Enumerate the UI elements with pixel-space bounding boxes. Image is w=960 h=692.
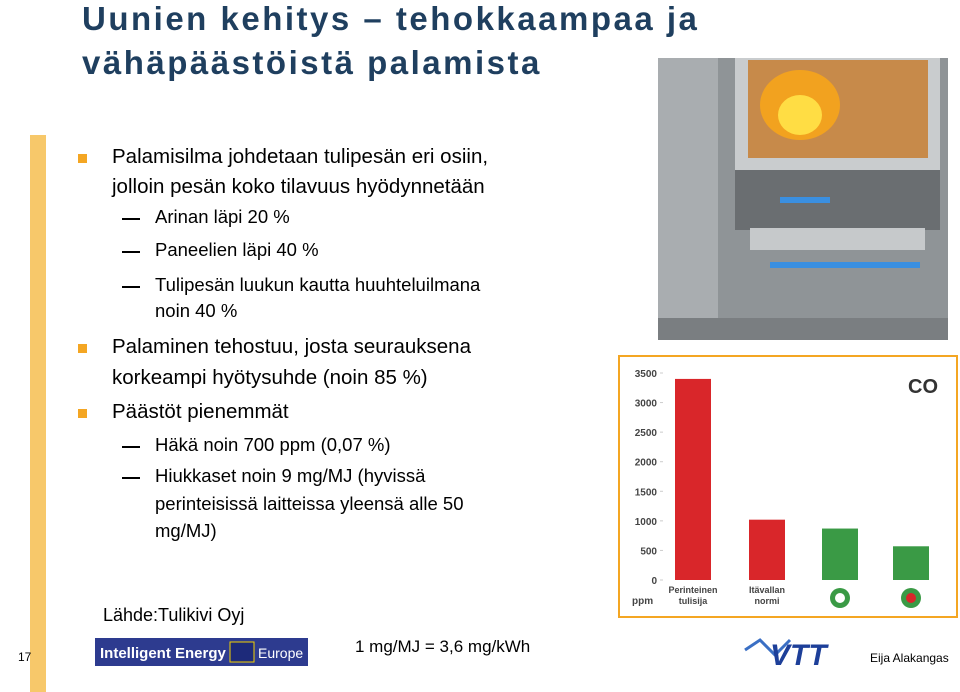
category-icon — [906, 593, 916, 603]
bar — [822, 528, 858, 580]
sub-text: Häkä noin 700 ppm (0,07 %) — [155, 434, 391, 455]
sub-text: Paneelien läpi 40 % — [155, 239, 319, 260]
y-tick-label: 500 — [640, 546, 657, 557]
y-tick-label: 3000 — [635, 399, 658, 410]
bullet-text: korkeampi hyötysuhde (noin 85 %) — [112, 366, 428, 389]
bullet-marker — [78, 344, 87, 353]
y-tick-label: 2000 — [635, 458, 658, 469]
page-number: 17 — [18, 650, 32, 664]
bullet-marker — [78, 409, 87, 418]
sub-text: Arinan läpi 20 % — [155, 206, 290, 227]
sub-text: mg/MJ) — [155, 520, 217, 541]
sub-marker — [122, 218, 140, 220]
vtt-wave — [744, 638, 792, 658]
sub-text: Hiukkaset noin 9 mg/MJ (hyvissä — [155, 465, 426, 486]
series-label: CO — [908, 376, 938, 398]
y-tick-label: 3500 — [635, 369, 658, 380]
bullet-text: Päästöt pienemmät — [112, 400, 289, 423]
logo-text: Europe — [258, 645, 303, 661]
eu-logo — [95, 638, 308, 666]
bar — [749, 519, 785, 580]
bullet-marker — [78, 154, 87, 163]
bullet-text: Palamisilma johdetaan tulipesän eri osii… — [112, 145, 489, 168]
title-line: Uunien kehitys – tehokkaampaa ja — [82, 0, 700, 37]
bar — [675, 378, 711, 580]
chart: 0 500 1000 1500 2000 2500 3000 3500 CO ppm Perinte… — [632, 369, 938, 608]
stove-photo — [658, 58, 948, 340]
sub-text: noin 40 % — [155, 300, 238, 321]
y-tick-label: 0 — [651, 576, 657, 587]
unit-label: ppm — [632, 596, 653, 607]
bullet-text: jolloin pesän koko tilavuus hyödynnetään — [112, 175, 485, 198]
bullet-text: Palaminen tehostuu, josta seurauksena — [112, 335, 471, 358]
conversion: 1 mg/MJ = 3,6 mg/kWh — [355, 637, 531, 656]
sub-marker — [122, 251, 140, 253]
sub-text: perinteisissä laitteissa yleensä alle 50 — [155, 493, 464, 514]
author: Eija Alakangas — [870, 651, 949, 665]
x-tick-label: Perinteinen tulisija — [668, 585, 717, 606]
title-line: vähäpäästöistä palamista — [82, 44, 542, 81]
sub-marker — [122, 477, 140, 479]
logo-text: Intelligent Energy — [100, 645, 227, 662]
y-tick-label: 1500 — [635, 487, 658, 498]
category-icon — [835, 593, 845, 603]
x-tick-label: Itävallan normi — [749, 585, 785, 606]
bar — [893, 546, 929, 580]
sub-marker — [122, 286, 140, 288]
source: Lähde:Tulikivi Oyj — [103, 605, 245, 625]
side-bar — [30, 135, 46, 692]
vtt-logo: VTT — [770, 639, 829, 672]
sub-text: Tulipesän luukun kautta huuhteluilmana — [155, 274, 481, 295]
y-tick-label: 1000 — [635, 517, 658, 528]
y-tick-label: 2500 — [635, 428, 658, 439]
sub-marker — [122, 446, 140, 448]
